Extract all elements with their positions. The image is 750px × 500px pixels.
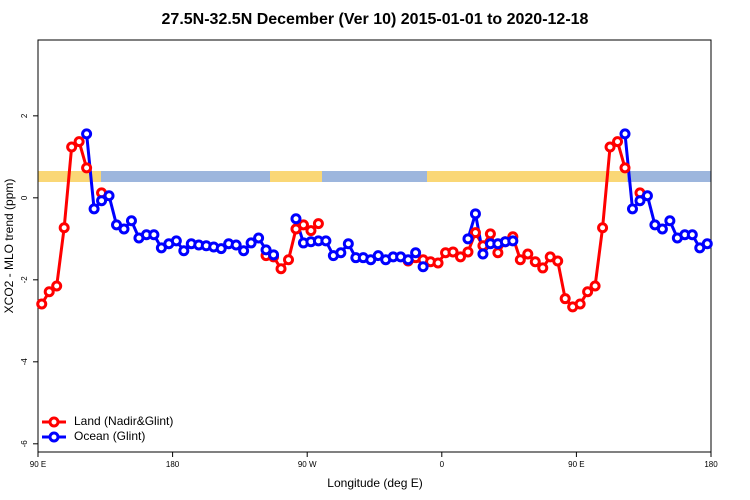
data-point	[664, 215, 676, 227]
data-point	[686, 229, 698, 241]
data-point	[335, 247, 347, 259]
data-point	[58, 222, 70, 234]
legend-marker	[48, 416, 60, 428]
data-point	[118, 223, 130, 235]
data-point	[312, 218, 324, 230]
data-point	[66, 141, 78, 153]
map-strip	[38, 171, 711, 182]
y-tick-label: 0	[20, 195, 29, 200]
data-point	[537, 262, 549, 274]
data-point	[290, 213, 302, 225]
data-point	[597, 222, 609, 234]
data-point	[612, 136, 624, 148]
data-point	[275, 263, 287, 275]
data-point	[305, 225, 317, 237]
data-point	[268, 249, 280, 261]
data-point	[619, 128, 631, 140]
data-point	[125, 215, 137, 227]
data-point	[43, 286, 55, 298]
data-point	[582, 286, 594, 298]
data-point	[432, 257, 444, 269]
data-point	[656, 223, 668, 235]
data-point	[178, 245, 190, 257]
data-point	[283, 254, 295, 266]
data-point	[462, 246, 474, 258]
data-point	[88, 203, 100, 215]
data-point	[417, 261, 429, 273]
land-strip	[427, 171, 627, 182]
x-tick-label: 0	[440, 460, 445, 469]
data-point	[641, 190, 653, 202]
data-point	[626, 203, 638, 215]
data-point	[297, 219, 309, 231]
data-point	[522, 248, 534, 260]
data-point	[477, 248, 489, 260]
data-point	[215, 243, 227, 255]
data-point	[492, 247, 504, 259]
data-point	[619, 162, 631, 174]
data-point	[454, 251, 466, 263]
data-point	[81, 128, 93, 140]
y-tick-label: -6	[20, 440, 29, 448]
ocean-strip	[38, 171, 711, 182]
data-point	[574, 298, 586, 310]
data-point	[260, 244, 272, 256]
x-tick-label: 90 W	[298, 460, 317, 469]
y-tick-label: 2	[20, 113, 29, 118]
data-point	[230, 239, 242, 251]
y-tick-label: -4	[20, 358, 29, 366]
data-point	[514, 254, 526, 266]
data-point	[507, 235, 519, 247]
data-point	[320, 235, 332, 247]
data-point	[469, 208, 481, 220]
data-point	[245, 237, 257, 249]
chart-title: 27.5N-32.5N December (Ver 10) 2015-01-01…	[162, 11, 589, 28]
data-point	[402, 254, 414, 266]
data-point	[559, 293, 571, 305]
land-strip	[270, 171, 322, 182]
data-point	[148, 229, 160, 241]
data-point	[447, 246, 459, 258]
x-tick-label: 180	[704, 460, 718, 469]
data-point	[73, 136, 85, 148]
y-axis-title: XCO2 - MLO trend (ppm)	[2, 179, 16, 314]
legend-label: Land (Nadir&Glint)	[74, 414, 173, 428]
data-point	[462, 233, 474, 245]
data-point	[36, 298, 48, 310]
data-point	[96, 195, 108, 207]
data-point	[469, 227, 481, 239]
data-point	[634, 195, 646, 207]
y-tick-label: -2	[20, 276, 29, 284]
legend-label: Ocean (Glint)	[74, 429, 145, 443]
x-tick-label: 180	[166, 460, 180, 469]
data-point	[81, 162, 93, 174]
data-point	[342, 238, 354, 250]
data-point	[51, 280, 63, 292]
legend-marker	[48, 431, 60, 443]
data-point	[484, 228, 496, 240]
data-point	[410, 247, 422, 259]
data-point	[170, 235, 182, 247]
x-tick-label: 90 E	[30, 460, 46, 469]
data-point	[589, 280, 601, 292]
data-point	[238, 245, 250, 257]
data-point	[552, 255, 564, 267]
data-point	[253, 232, 265, 244]
x-axis-title: Longitude (deg E)	[327, 476, 422, 490]
data-point	[529, 256, 541, 268]
data-point	[604, 141, 616, 153]
data-point	[701, 238, 713, 250]
x-tick-label: 90 E	[568, 460, 584, 469]
data-point	[103, 190, 115, 202]
